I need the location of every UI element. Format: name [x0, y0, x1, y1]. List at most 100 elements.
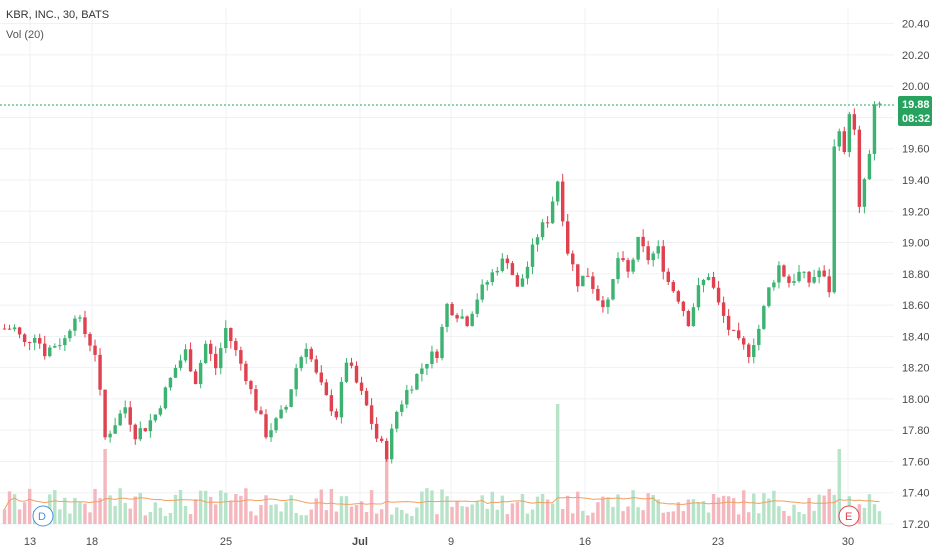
candle: [445, 302, 449, 333]
candle: [676, 289, 681, 304]
candle: [359, 376, 364, 396]
candle: [163, 386, 168, 410]
candle-body: [596, 288, 600, 301]
volume-bar: [73, 497, 77, 524]
candle: [203, 340, 208, 364]
volume-bar: [339, 496, 344, 524]
dividend-marker[interactable]: D: [32, 505, 54, 527]
candle: [289, 389, 293, 408]
candle: [460, 309, 464, 320]
candle: [555, 180, 560, 206]
volume-bar: [354, 505, 359, 524]
volume-bar: [691, 499, 696, 524]
candle-body: [138, 428, 142, 440]
time-axis[interactable]: 13 18 25 Jul 9 16 23 30: [24, 536, 854, 548]
candle-body: [862, 179, 867, 207]
volume-bar: [706, 512, 711, 524]
candle-body: [78, 317, 82, 319]
volume-bar: [123, 502, 127, 524]
candle-body: [616, 258, 620, 280]
last-price-value: 19.88: [902, 99, 930, 111]
candle-body: [440, 326, 444, 359]
candle-body: [762, 306, 766, 329]
volume-bar: [214, 504, 218, 524]
volume-bar: [430, 490, 434, 524]
candle-body: [208, 343, 213, 354]
candle-body: [279, 409, 283, 419]
candle: [706, 273, 711, 281]
candle-body: [646, 246, 650, 261]
candle: [244, 360, 248, 385]
volume-bar: [198, 490, 203, 524]
candle: [98, 348, 102, 396]
volume-bar: [219, 490, 223, 524]
candle-body: [470, 313, 474, 326]
volume-bar: [475, 501, 479, 524]
volume-bar: [832, 494, 836, 524]
candle-body: [264, 414, 268, 438]
earnings-marker[interactable]: E: [838, 505, 860, 527]
candle-body: [515, 275, 520, 287]
candle: [7, 324, 12, 330]
volume-bar: [515, 502, 520, 524]
candle: [269, 423, 273, 442]
volume-bar: [63, 497, 67, 524]
candle-body: [812, 277, 816, 283]
volume-bar: [269, 504, 273, 524]
candle-body: [747, 344, 751, 358]
candle: [344, 358, 349, 383]
volume-bar: [364, 512, 369, 524]
candle: [857, 125, 862, 214]
symbol-title: KBR, INC., 30, BATS: [6, 9, 109, 21]
candle: [390, 423, 394, 464]
candle: [279, 405, 283, 419]
volume-bar: [505, 514, 510, 524]
candle: [38, 333, 42, 349]
volume-bar: [234, 494, 238, 524]
candle: [757, 324, 761, 351]
time-tick-label: 30: [842, 536, 854, 548]
volume-bar: [294, 513, 298, 524]
candle-body: [294, 368, 298, 390]
volume-bar: [369, 490, 374, 524]
price-axis[interactable]: 20.4020.2020.0019.8019.6019.4019.2019.00…: [902, 19, 930, 531]
volume-bar: [772, 490, 776, 524]
candle-body: [319, 372, 324, 383]
last-price-badge: 19.88 08:32: [898, 96, 932, 126]
time-tick-label: 16: [579, 536, 591, 548]
candle-body: [68, 330, 72, 339]
candle: [616, 252, 620, 284]
volume-indicator-label: Vol (20): [6, 29, 44, 41]
volume-bar: [138, 492, 142, 524]
candle-body: [721, 302, 726, 316]
candle: [832, 139, 836, 294]
volume-bar: [711, 493, 716, 524]
candle: [802, 271, 806, 279]
volume-bar: [581, 510, 585, 524]
candle-body: [17, 327, 22, 335]
candle: [586, 267, 590, 277]
candle: [822, 265, 826, 278]
volume-bar: [510, 503, 515, 524]
candle: [395, 410, 399, 433]
volume-bar: [309, 509, 313, 524]
candle: [505, 255, 510, 270]
volume-bar: [867, 494, 872, 524]
candle: [113, 417, 117, 434]
volume-moving-average-line: [4, 496, 880, 510]
candle: [827, 269, 831, 298]
candle-body: [505, 258, 510, 264]
candle: [73, 315, 77, 337]
volume-bar: [445, 496, 449, 524]
candle: [601, 295, 605, 313]
price-tick-label: 20.20: [902, 50, 930, 62]
candle-body: [349, 362, 354, 366]
candle-body: [716, 287, 721, 303]
price-tick-label: 19.20: [902, 206, 930, 218]
volume-bar: [384, 449, 389, 524]
candle-body: [314, 359, 318, 373]
candle-body: [118, 413, 122, 426]
candle-body: [415, 373, 419, 390]
volume-bar: [118, 488, 122, 524]
